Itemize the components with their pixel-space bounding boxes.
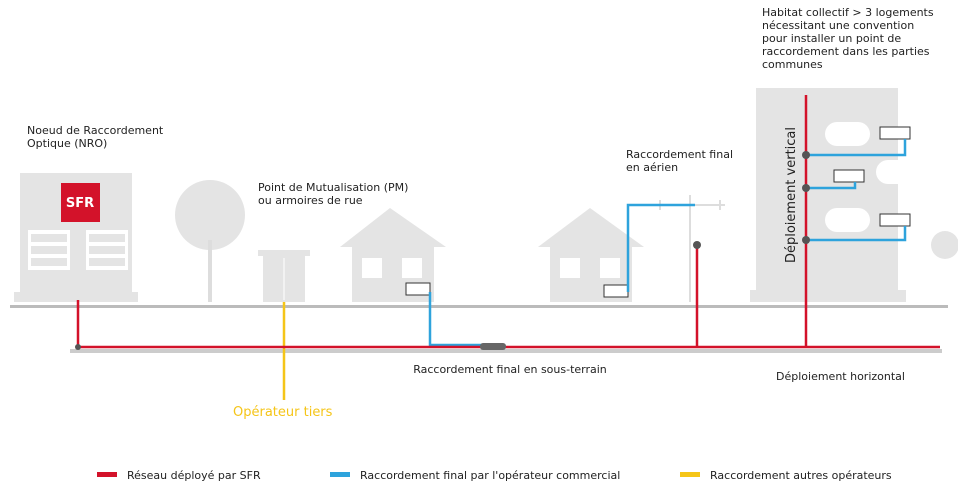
habitat-label: pour installer un point de — [762, 32, 901, 45]
nro-label: Noeud de Raccordement — [27, 124, 164, 137]
ground — [10, 305, 948, 308]
trench — [70, 349, 942, 353]
habitat-label: communes — [762, 58, 823, 71]
legend-swatch — [330, 472, 350, 477]
sfr-logo: SFR — [66, 196, 94, 211]
nro-building — [14, 173, 138, 302]
legend-label: Raccordement final par l'opérateur comme… — [360, 469, 620, 482]
nro-label: Optique (NRO) — [27, 137, 107, 150]
habitat-label: Habitat collectif > 3 logements — [762, 6, 934, 19]
pm-label: Point de Mutualisation (PM) — [258, 181, 408, 194]
junctions — [75, 151, 810, 350]
house — [340, 208, 446, 302]
aerien-label: Raccordement final — [626, 148, 733, 161]
apartment-building — [750, 88, 916, 302]
habitat-label: nécessitant une convention — [762, 19, 914, 32]
cable-sleeve — [480, 343, 506, 350]
legend-swatch — [97, 472, 117, 477]
aerien-label: en aérien — [626, 161, 678, 174]
underground-label: Raccordement final en sous-terrain — [413, 363, 607, 376]
vertical-label: Déploiement vertical — [784, 127, 799, 263]
legend-label: Raccordement autres opérateurs — [710, 469, 892, 482]
legend-label: Réseau déployé par SFR — [127, 469, 261, 482]
tree — [931, 231, 958, 259]
pm-cabinet — [258, 250, 310, 302]
third-party-label: Opérateur tiers — [233, 405, 333, 420]
tree — [175, 180, 245, 302]
legend: Réseau déployé par SFR Raccordement final… — [97, 469, 892, 482]
pole — [655, 195, 725, 302]
diagram: SFR — [0, 0, 958, 482]
pm-label: ou armoires de rue — [258, 194, 363, 207]
habitat-label: raccordement dans les parties — [762, 45, 930, 58]
legend-swatch — [680, 472, 700, 477]
horizontal-label: Déploiement horizontal — [776, 370, 905, 383]
